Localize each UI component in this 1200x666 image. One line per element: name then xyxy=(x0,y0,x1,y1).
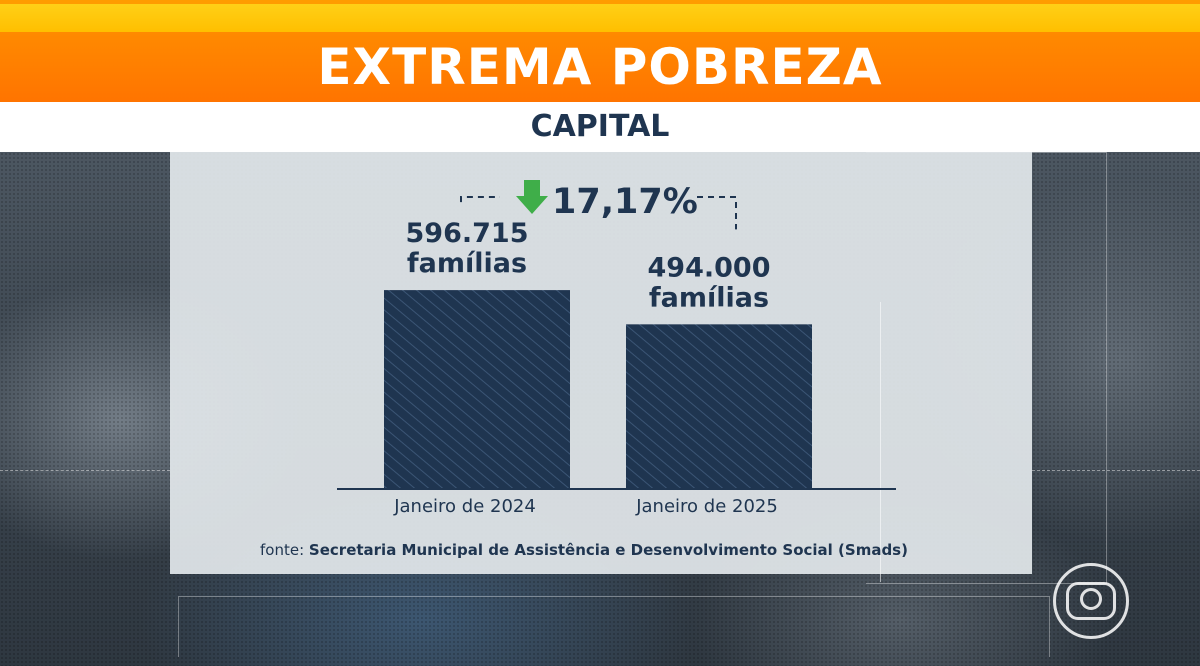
bar-1 xyxy=(384,290,570,489)
source-note: fonte: Secretaria Municipal de Assistênc… xyxy=(260,541,908,559)
page-title: EXTREMA POBREZA xyxy=(317,38,883,96)
bar-value-label: 596.715 xyxy=(406,218,529,249)
decorative-dash-line xyxy=(0,470,170,471)
bars-layer xyxy=(384,290,812,489)
source-prefix: fonte: xyxy=(260,541,305,559)
decorative-frame xyxy=(178,596,1050,657)
bar-value-label: 494.000 xyxy=(648,252,771,283)
source-name: Secretaria Municipal de Assistência e De… xyxy=(308,541,908,559)
decorative-dash-line xyxy=(1032,470,1200,471)
globo-logo-icon xyxy=(1053,563,1129,639)
chart-panel xyxy=(170,152,1032,582)
logo-dot-shape xyxy=(1080,588,1102,610)
bar-2 xyxy=(626,324,812,489)
header-top-band xyxy=(0,0,1200,32)
logo-screen-shape xyxy=(1066,582,1116,620)
header-title-band: EXTREMA POBREZA xyxy=(0,32,1200,102)
header-subtitle-band: CAPITAL xyxy=(0,102,1200,152)
category-label: Janeiro de 2024 xyxy=(393,496,536,517)
bar-unit-label: famílias xyxy=(407,248,527,279)
change-percentage: 17,17% xyxy=(552,182,698,222)
panel-decorative-line xyxy=(880,302,881,582)
bar-unit-label: famílias xyxy=(649,282,769,313)
bracket-left xyxy=(460,196,500,203)
page-subtitle: CAPITAL xyxy=(530,109,670,144)
change-indicator: 17,17% xyxy=(460,180,737,230)
bracket-right xyxy=(697,196,737,230)
arrow-down-icon xyxy=(516,180,548,214)
category-label: Janeiro de 2025 xyxy=(635,496,778,517)
